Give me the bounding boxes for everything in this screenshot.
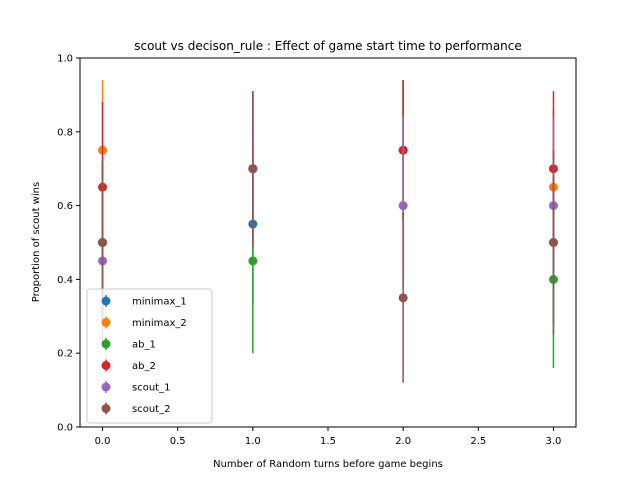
- legend: minimax_1 minimax_2 ab_1 ab_2 scout_1 scout_2: [86, 288, 213, 424]
- x-tick-label: 1.5: [320, 436, 336, 447]
- x-tick-label: 2.0: [395, 436, 411, 447]
- legend-label: ab_2: [132, 361, 156, 372]
- x-tick-label: 2.5: [470, 436, 486, 447]
- legend-label: minimax_1: [132, 297, 187, 308]
- legend-marker: [101, 296, 111, 306]
- y-tick-label: 0.2: [57, 349, 73, 360]
- legend-item: minimax_2: [101, 316, 187, 329]
- y-axis: 0.0 0.2 0.4 0.6 0.8 1.0: [57, 54, 80, 434]
- legend-marker: [101, 318, 111, 327]
- legend-item: ab_1: [101, 338, 156, 351]
- legend-label: minimax_2: [132, 318, 187, 329]
- x-tick-label: 0.0: [95, 436, 111, 447]
- y-axis-label: Proportion of scout wins: [31, 182, 42, 302]
- y-tick-label: 0.4: [57, 275, 73, 286]
- data-point: [398, 293, 408, 303]
- x-axis: 0.0 0.5 1.0 1.5 2.0 2.5 3.0: [95, 427, 562, 447]
- y-tick-label: 0.8: [57, 127, 73, 138]
- data-point: [98, 238, 108, 247]
- legend-item: scout_2: [101, 402, 170, 415]
- data-point: [398, 201, 408, 211]
- legend-marker: [101, 382, 111, 392]
- legend-item: scout_1: [101, 381, 170, 394]
- legend-label: ab_1: [132, 340, 156, 351]
- x-tick-label: 1.0: [245, 436, 261, 447]
- legend-marker: [101, 404, 111, 413]
- legend-item: minimax_1: [101, 295, 187, 308]
- x-tick-label: 0.5: [170, 436, 186, 447]
- legend-label: scout_2: [132, 404, 170, 415]
- y-tick-label: 0.6: [57, 201, 73, 212]
- chart-title: scout vs decison_rule : Effect of game s…: [134, 39, 522, 53]
- legend-marker: [101, 339, 111, 349]
- x-axis-label: Number of Random turns before game begin…: [213, 459, 443, 470]
- x-tick-label: 3.0: [546, 436, 562, 447]
- legend-label: scout_1: [132, 383, 170, 394]
- data-point: [248, 256, 258, 266]
- y-tick-label: 0.0: [57, 423, 73, 434]
- legend-item: ab_2: [101, 359, 156, 372]
- legend-marker: [101, 361, 111, 370]
- data-point: [548, 238, 558, 247]
- legend-frame: [86, 288, 213, 424]
- data-point: [248, 164, 258, 174]
- y-tick-label: 1.0: [57, 54, 73, 65]
